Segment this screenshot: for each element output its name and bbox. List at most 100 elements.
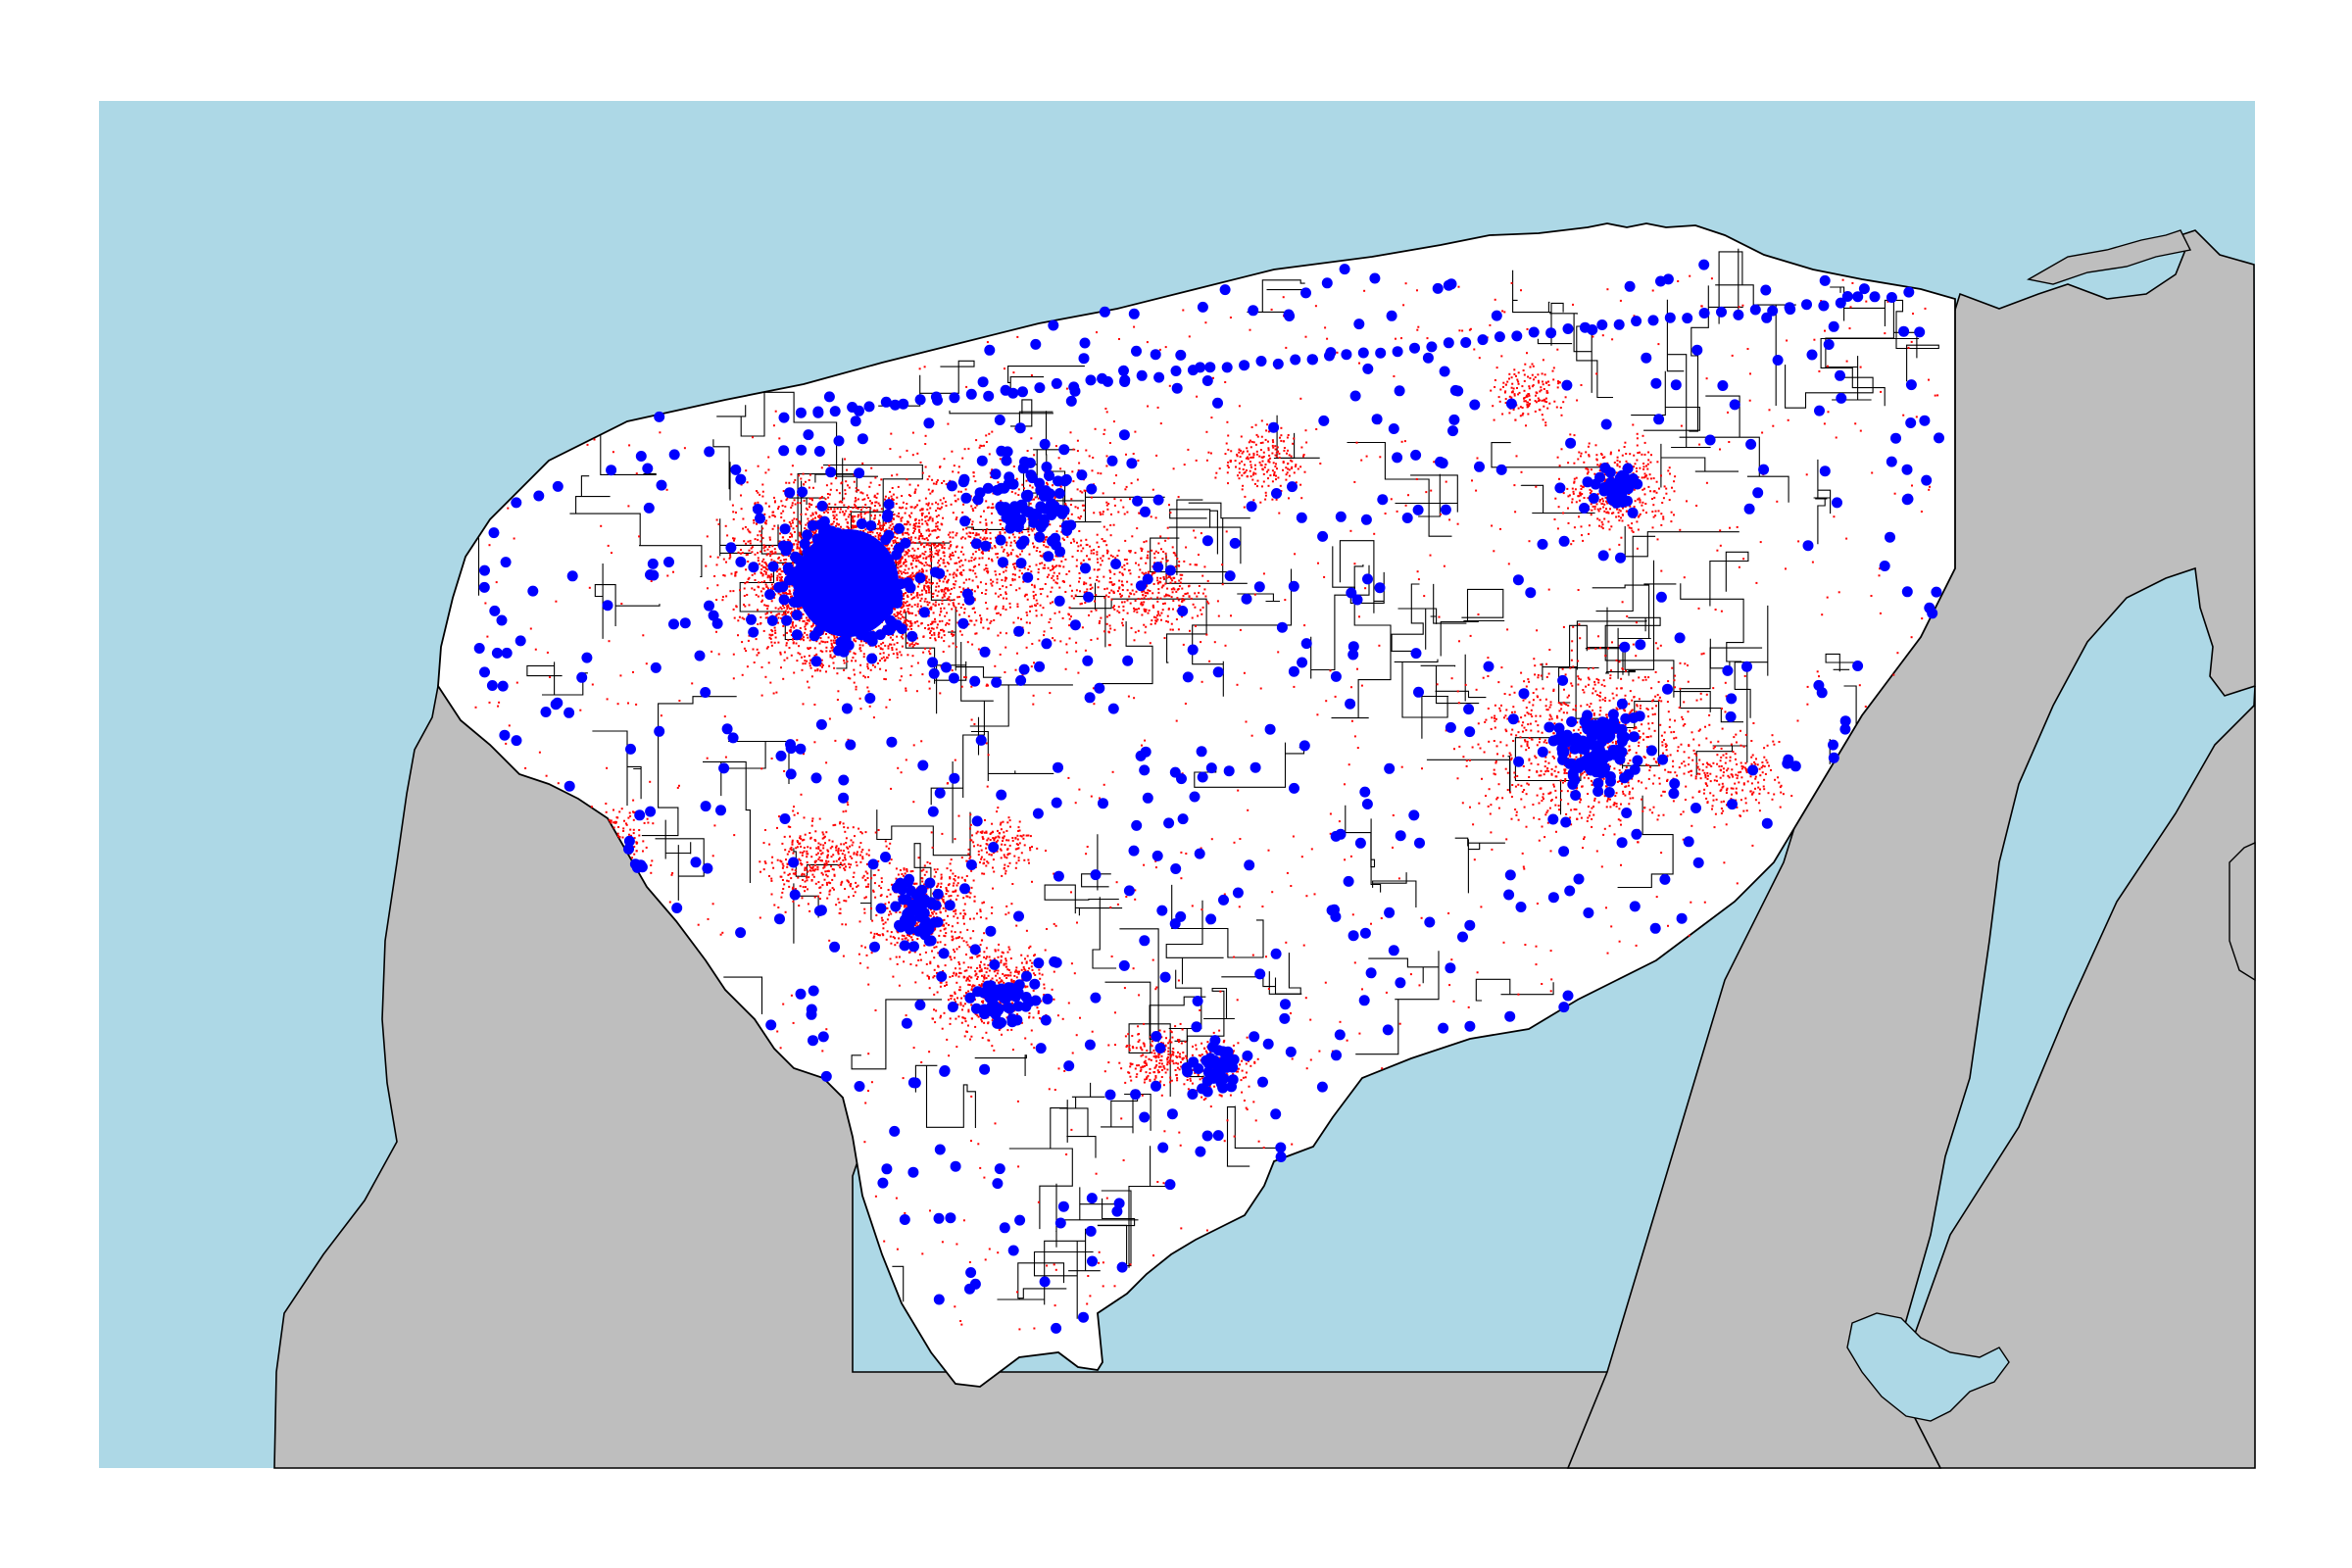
red-point [764, 571, 767, 574]
red-point [855, 499, 858, 502]
red-point [1171, 546, 1174, 549]
red-point [1099, 619, 1102, 622]
red-point [939, 692, 942, 695]
red-point [799, 551, 802, 554]
red-point [1108, 581, 1111, 584]
red-point [725, 561, 727, 564]
red-point [780, 570, 783, 573]
red-point [956, 545, 958, 548]
red-point [1523, 726, 1526, 729]
red-point [916, 662, 919, 664]
red-point [1053, 571, 1055, 574]
red-point [953, 586, 956, 589]
municipal-boundary [600, 435, 657, 475]
red-point [1062, 538, 1065, 541]
red-point [1031, 486, 1034, 489]
red-point [954, 494, 956, 497]
red-point [1107, 558, 1110, 560]
red-point [1090, 610, 1093, 612]
red-point [915, 560, 917, 563]
red-point [787, 606, 790, 609]
red-point [913, 542, 916, 544]
red-point [761, 537, 764, 540]
red-point [905, 687, 907, 690]
red-point [1033, 662, 1035, 664]
red-point [1003, 570, 1005, 573]
red-point [784, 610, 787, 612]
red-point [979, 536, 982, 539]
red-point [799, 653, 802, 656]
red-point [918, 525, 921, 528]
red-point [899, 456, 902, 459]
red-point [1071, 556, 1074, 558]
red-point [1632, 797, 1635, 800]
red-point [1487, 805, 1490, 808]
red-point [978, 557, 981, 560]
red-point [821, 665, 823, 668]
red-point [914, 613, 917, 616]
red-point [852, 520, 855, 523]
red-point [1172, 600, 1175, 603]
red-point [879, 653, 882, 656]
red-point [788, 520, 791, 523]
red-point [944, 501, 947, 504]
municipal-boundary [1165, 900, 1224, 985]
red-point [904, 512, 906, 514]
red-point [985, 582, 988, 585]
red-point [762, 558, 765, 561]
red-point [1064, 503, 1067, 505]
red-point [927, 614, 930, 617]
red-point [937, 590, 940, 593]
red-point [1037, 518, 1040, 521]
red-point [808, 486, 810, 489]
red-point [949, 553, 952, 556]
red-point [1615, 742, 1617, 745]
red-point [897, 570, 900, 573]
red-point [1036, 602, 1039, 605]
red-point [1046, 481, 1049, 484]
red-point [1636, 704, 1639, 707]
red-point [931, 517, 934, 520]
red-point [746, 553, 749, 556]
red-point [811, 512, 814, 514]
red-point [716, 556, 719, 559]
red-point [1538, 839, 1541, 842]
red-point [748, 634, 751, 637]
red-point [892, 539, 895, 542]
red-point [906, 552, 909, 554]
red-point [937, 551, 940, 554]
red-point [1035, 564, 1038, 566]
red-point [804, 662, 807, 665]
red-point [747, 528, 750, 531]
red-point [748, 530, 751, 533]
red-point [922, 651, 925, 654]
red-point [784, 612, 787, 615]
red-point [816, 669, 819, 672]
red-point [1570, 823, 1573, 826]
red-point [790, 506, 793, 509]
red-point [921, 552, 924, 555]
red-point [999, 518, 1002, 521]
red-point [925, 580, 928, 583]
red-point [1546, 709, 1549, 711]
red-point [866, 665, 869, 668]
red-point [1605, 716, 1608, 718]
red-point [791, 504, 794, 507]
red-point [751, 551, 754, 554]
red-point [1017, 494, 1020, 496]
red-point [925, 575, 928, 578]
red-point [1525, 685, 1528, 688]
red-point [1597, 678, 1600, 681]
red-point [843, 514, 846, 516]
red-point [844, 489, 847, 492]
red-point [837, 523, 840, 526]
red-point [764, 502, 767, 505]
red-point [988, 453, 991, 456]
red-point [925, 522, 928, 525]
red-point [779, 651, 782, 654]
red-point [896, 514, 899, 517]
red-point [1615, 803, 1618, 806]
red-point [919, 509, 922, 512]
red-point [843, 497, 846, 500]
municipal-boundary [1680, 647, 1763, 723]
